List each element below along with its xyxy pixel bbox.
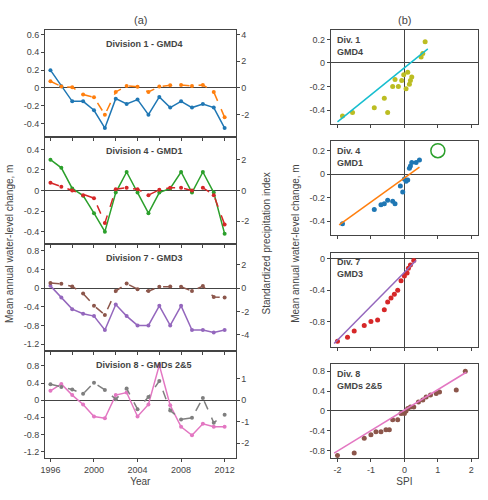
svg-text:0: 0 bbox=[241, 83, 246, 93]
svg-text:0.2: 0.2 bbox=[312, 35, 325, 45]
svg-text:0.2: 0.2 bbox=[312, 146, 325, 156]
svg-text:-0.4: -0.4 bbox=[309, 285, 325, 295]
svg-text:Div. 4GMD1: Div. 4GMD1 bbox=[337, 146, 363, 168]
svg-text:0.8: 0.8 bbox=[312, 366, 325, 376]
svg-text:-1.2: -1.2 bbox=[24, 339, 40, 349]
svg-text:1996: 1996 bbox=[40, 465, 60, 475]
svg-text:Division 8 - GMDs 2&5: Division 8 - GMDs 2&5 bbox=[96, 360, 192, 370]
svg-text:-0.2: -0.2 bbox=[309, 193, 325, 203]
svg-text:(b): (b) bbox=[398, 14, 411, 26]
svg-text:Div. 7GMD3: Div. 7GMD3 bbox=[337, 257, 363, 279]
svg-text:-0.2: -0.2 bbox=[24, 206, 40, 216]
svg-text:0.4: 0.4 bbox=[27, 265, 40, 275]
svg-text:-0.2: -0.2 bbox=[309, 82, 325, 92]
svg-text:Division 7 - GMD3: Division 7 - GMD3 bbox=[106, 253, 183, 263]
svg-text:-2: -2 bbox=[241, 307, 249, 317]
svg-text:2: 2 bbox=[241, 56, 246, 66]
svg-text:(a): (a) bbox=[134, 14, 147, 26]
svg-text:0: 0 bbox=[34, 186, 39, 196]
svg-text:0: 0 bbox=[320, 406, 325, 416]
svg-text:-2: -2 bbox=[333, 465, 341, 475]
svg-text:SPI: SPI bbox=[396, 476, 412, 487]
svg-text:0: 0 bbox=[34, 283, 39, 293]
svg-text:-0.4: -0.4 bbox=[24, 302, 40, 312]
svg-text:-4: -4 bbox=[241, 330, 249, 340]
svg-text:0.4: 0.4 bbox=[312, 386, 325, 396]
svg-text:Standardized precipitation ind: Standardized precipitation index bbox=[261, 172, 272, 314]
svg-text:-0.8: -0.8 bbox=[24, 430, 40, 440]
svg-text:2008: 2008 bbox=[171, 465, 191, 475]
svg-text:2: 2 bbox=[469, 465, 474, 475]
svg-text:-0.8: -0.8 bbox=[24, 321, 40, 331]
svg-text:-0.4: -0.4 bbox=[24, 227, 40, 237]
svg-text:-0.4: -0.4 bbox=[309, 216, 325, 226]
svg-text:1: 1 bbox=[435, 465, 440, 475]
svg-text:-0.2: -0.2 bbox=[24, 101, 40, 111]
svg-text:0.8: 0.8 bbox=[27, 246, 40, 256]
svg-text:0: 0 bbox=[34, 83, 39, 93]
svg-text:-2: -2 bbox=[241, 438, 249, 448]
svg-text:-2: -2 bbox=[241, 216, 249, 226]
svg-text:Division 4 - GMD1: Division 4 - GMD1 bbox=[106, 146, 183, 156]
svg-text:2012: 2012 bbox=[215, 465, 235, 475]
svg-text:4: 4 bbox=[241, 30, 246, 40]
svg-text:0: 0 bbox=[320, 169, 325, 179]
svg-text:-1: -1 bbox=[367, 465, 375, 475]
svg-text:0: 0 bbox=[241, 395, 246, 405]
svg-text:0: 0 bbox=[241, 186, 246, 196]
svg-text:0: 0 bbox=[34, 395, 39, 405]
svg-text:-2: -2 bbox=[241, 110, 249, 120]
svg-text:2: 2 bbox=[241, 260, 246, 270]
svg-text:Div. 1GMD4: Div. 1GMD4 bbox=[337, 35, 363, 57]
svg-text:0.4: 0.4 bbox=[27, 47, 40, 57]
svg-text:0: 0 bbox=[320, 58, 325, 68]
svg-text:0.4: 0.4 bbox=[27, 145, 40, 155]
svg-text:-0.4: -0.4 bbox=[24, 119, 40, 129]
svg-text:0.4: 0.4 bbox=[27, 378, 40, 388]
svg-text:-1: -1 bbox=[241, 417, 249, 427]
svg-text:2: 2 bbox=[241, 155, 246, 165]
svg-text:0.2: 0.2 bbox=[27, 65, 40, 75]
svg-text:0: 0 bbox=[402, 465, 407, 475]
svg-text:-0.8: -0.8 bbox=[309, 446, 325, 456]
svg-text:Division 1 - GMD4: Division 1 - GMD4 bbox=[106, 39, 183, 49]
svg-text:-0.4: -0.4 bbox=[309, 426, 325, 436]
svg-text:-0.4: -0.4 bbox=[309, 105, 325, 115]
svg-text:-0.8: -0.8 bbox=[309, 317, 325, 327]
svg-text:Year: Year bbox=[130, 476, 151, 487]
svg-text:0.6: 0.6 bbox=[27, 30, 40, 40]
svg-text:0.2: 0.2 bbox=[27, 165, 40, 175]
svg-text:0: 0 bbox=[241, 283, 246, 293]
svg-text:1: 1 bbox=[241, 374, 246, 384]
svg-text:2004: 2004 bbox=[128, 465, 148, 475]
svg-text:2000: 2000 bbox=[84, 465, 104, 475]
svg-text:-0.4: -0.4 bbox=[24, 412, 40, 422]
svg-text:0.8: 0.8 bbox=[27, 361, 40, 371]
svg-text:Div. 8GMDs 2&5: Div. 8GMDs 2&5 bbox=[337, 369, 382, 391]
svg-text:Mean annual water-level change: Mean annual water-level change, m bbox=[4, 165, 15, 323]
svg-text:-1.2: -1.2 bbox=[24, 447, 40, 457]
svg-text:0: 0 bbox=[320, 254, 325, 264]
svg-text:Mean annual water-level change: Mean annual water-level change, m bbox=[290, 164, 301, 322]
